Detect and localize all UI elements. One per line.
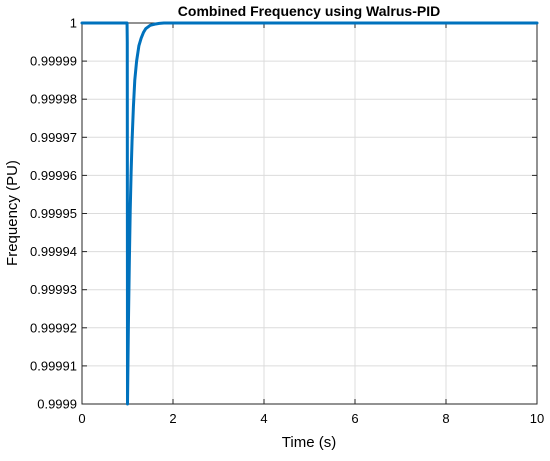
x-tick-label: 8 (442, 411, 449, 426)
y-tick-label: 0.99997 (30, 130, 77, 145)
x-tick-label: 0 (78, 411, 85, 426)
y-tick-label: 0.99999 (30, 54, 77, 69)
y-tick-label: 0.99994 (30, 244, 77, 259)
y-tick-label: 0.9999 (37, 397, 77, 412)
y-tick-label: 0.99996 (30, 168, 77, 183)
series-layer (80, 21, 539, 406)
chart-title: Combined Frequency using Walrus-PID (178, 3, 440, 19)
y-tick-label: 0.99993 (30, 282, 77, 297)
x-axis-tick-labels: 0 2 4 6 8 10 (78, 411, 544, 426)
x-tick-label: 2 (169, 411, 176, 426)
x-axis-label: Time (s) (282, 434, 336, 451)
x-tick-label: 6 (351, 411, 358, 426)
series-line (80, 21, 539, 406)
y-tick-label: 0.99992 (30, 320, 77, 335)
plot-area (81, 22, 538, 405)
x-tick-label: 10 (530, 411, 544, 426)
y-tick-label: 0.99998 (30, 92, 77, 107)
y-tick-label: 0.99995 (30, 206, 77, 221)
y-tick-label: 0.99991 (30, 358, 77, 373)
x-tick-label: 4 (260, 411, 267, 426)
y-tick-label: 1 (70, 16, 77, 31)
y-axis-label: Frequency (PU) (4, 160, 21, 266)
y-axis-tick-labels: 0.9999 0.99991 0.99992 0.99993 0.99994 0.9999… (30, 16, 77, 412)
